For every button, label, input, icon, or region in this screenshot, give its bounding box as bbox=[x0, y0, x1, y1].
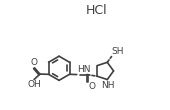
Text: HN: HN bbox=[77, 65, 91, 74]
Text: O: O bbox=[89, 82, 96, 91]
Text: SH: SH bbox=[112, 47, 124, 56]
Text: O: O bbox=[31, 58, 38, 67]
Text: OH: OH bbox=[28, 80, 41, 89]
Text: HCl: HCl bbox=[86, 4, 107, 17]
Text: NH: NH bbox=[101, 81, 115, 90]
